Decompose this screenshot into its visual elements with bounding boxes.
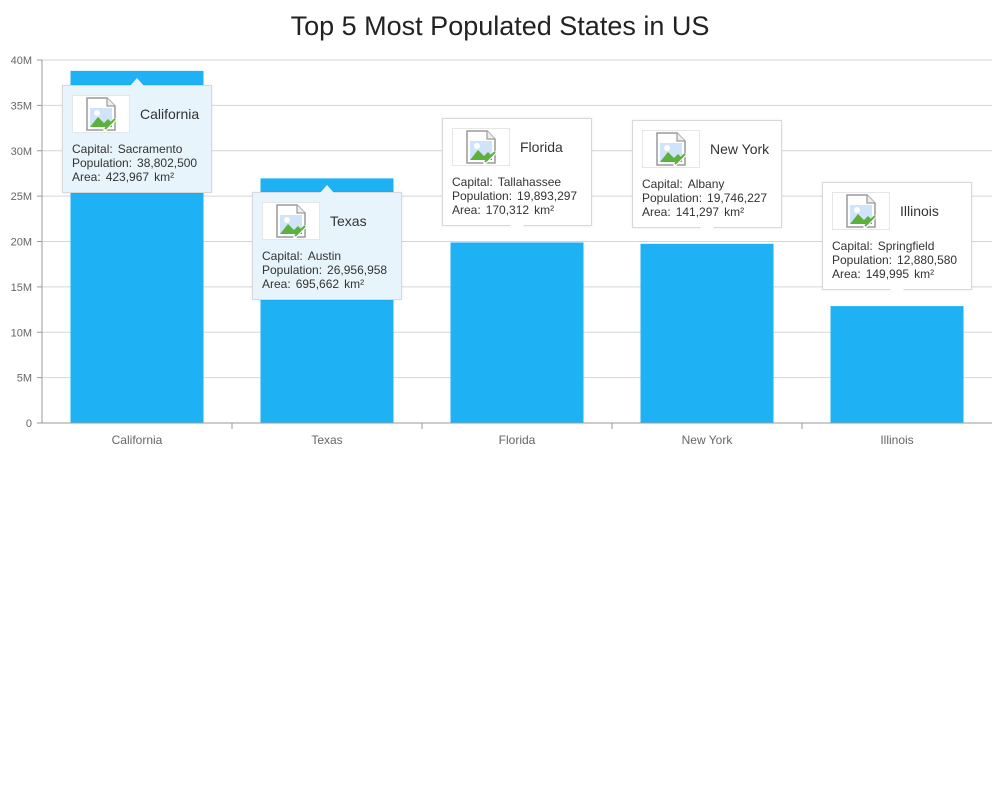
tooltip-header: Florida (452, 128, 582, 167)
area-label: Area: (72, 169, 101, 184)
area-unit: km² (344, 277, 365, 292)
y-tick-label: 5M (17, 373, 32, 385)
x-category-label: California (112, 433, 163, 447)
broken-image-icon (642, 129, 700, 168)
tooltip-pointer (320, 185, 334, 194)
population-label: Population: (262, 263, 323, 278)
population-label: Population: (832, 253, 893, 268)
area-value: 423,967 (105, 169, 150, 184)
x-category-label: Illinois (880, 433, 913, 447)
area-value: 141,297 (675, 204, 720, 219)
tooltip-texas: Texas Capital: Austin Population: 26,956,958… (252, 185, 402, 301)
tooltip-population-row: Population: 26,956,958 (262, 263, 392, 277)
capital-value: Tallahassee (497, 175, 562, 190)
bar (640, 243, 774, 423)
x-category-label: New York (682, 433, 734, 447)
population-value: 26,956,958 (327, 263, 388, 278)
area-unit: km² (914, 267, 935, 282)
tooltip-population-row: Population: 19,893,297 (452, 189, 582, 203)
tooltip-capital-row: Capital: Springfield (832, 239, 962, 253)
tooltip-new-york: New York Capital: Albany Population: 19,746,… (632, 119, 782, 235)
population-label: Population: (642, 190, 703, 205)
tooltip-capital-row: Capital: Austin (262, 249, 392, 263)
tooltip-illinois: Illinois Capital: Springfield Population: 12… (822, 182, 972, 298)
broken-image-icon (72, 94, 130, 133)
area-value: 695,662 (295, 277, 340, 292)
capital-value: Albany (687, 176, 725, 191)
tooltip-state-name: Florida (520, 139, 563, 156)
area-label: Area: (642, 204, 671, 219)
capital-label: Capital: (452, 175, 493, 190)
x-category-label: Florida (499, 433, 536, 447)
tooltip-area-row: Area: 170,312 km² (452, 203, 582, 217)
tooltip-california: California Capital: Sacramento Population: 3… (62, 77, 212, 193)
capital-value: Sacramento (117, 141, 183, 156)
chart-title: Top 5 Most Populated States in US (290, 11, 710, 41)
bar (450, 242, 584, 423)
tooltip-state-name: Texas (330, 213, 367, 230)
capital-label: Capital: (262, 249, 303, 264)
capital-label: Capital: (832, 239, 873, 254)
y-tick-label: 10M (11, 327, 32, 339)
tooltip-pointer (890, 289, 904, 298)
tooltip-state-name: Illinois (900, 203, 939, 220)
area-label: Area: (832, 267, 861, 282)
y-tick-label: 30M (11, 146, 32, 158)
y-tick-label: 40M (11, 55, 32, 67)
tooltip-pointer (510, 225, 524, 234)
area-value: 170,312 (485, 203, 530, 218)
y-tick-label: 20M (11, 237, 32, 249)
tooltip-population-row: Population: 12,880,580 (832, 253, 962, 267)
broken-image-icon (262, 202, 320, 241)
tooltip-header: Illinois (832, 192, 962, 231)
capital-value: Springfield (877, 239, 935, 254)
area-label: Area: (452, 203, 481, 218)
y-tick-label: 15M (11, 282, 32, 294)
tooltip-area-row: Area: 141,297 km² (642, 205, 772, 219)
tooltip-capital-row: Capital: Albany (642, 177, 772, 191)
area-unit: km² (534, 203, 555, 218)
population-value: 19,746,227 (707, 190, 768, 205)
y-tick-label: 35M (11, 100, 32, 112)
tooltip-state-name: New York (710, 140, 770, 157)
capital-value: Austin (307, 249, 342, 264)
tooltip-florida: Florida Capital: Tallahassee Population: 19,… (442, 118, 592, 234)
bar (830, 306, 964, 423)
area-value: 149,995 (865, 267, 910, 282)
tooltip-population-row: Population: 38,802,500 (72, 156, 202, 170)
tooltip-population-row: Population: 19,746,227 (642, 191, 772, 205)
tooltip-state-name: California (140, 105, 200, 122)
population-label: Population: (72, 155, 133, 170)
tooltip-pointer (130, 77, 144, 86)
area-unit: km² (154, 169, 175, 184)
population-value: 12,880,580 (897, 253, 958, 268)
capital-label: Capital: (642, 176, 683, 191)
tooltip-header: New York (642, 129, 772, 168)
tooltip-area-row: Area: 149,995 km² (832, 267, 962, 281)
population-value: 19,893,297 (517, 189, 578, 204)
tooltip-area-row: Area: 423,967 km² (72, 170, 202, 184)
population-label: Population: (452, 189, 513, 204)
tooltip-capital-row: Capital: Sacramento (72, 142, 202, 156)
area-label: Area: (262, 277, 291, 292)
y-tick-label: 25M (11, 191, 32, 203)
tooltip-capital-row: Capital: Tallahassee (452, 175, 582, 189)
broken-image-icon (832, 192, 890, 231)
area-unit: km² (724, 204, 745, 219)
x-category-label: Texas (311, 433, 342, 447)
capital-label: Capital: (72, 141, 113, 156)
tooltip-header: California (72, 94, 202, 133)
population-value: 38,802,500 (137, 155, 198, 170)
y-tick-label: 0 (26, 418, 32, 430)
tooltip-pointer (700, 226, 714, 235)
tooltip-area-row: Area: 695,662 km² (262, 277, 392, 291)
tooltip-header: Texas (262, 202, 392, 241)
broken-image-icon (452, 128, 510, 167)
